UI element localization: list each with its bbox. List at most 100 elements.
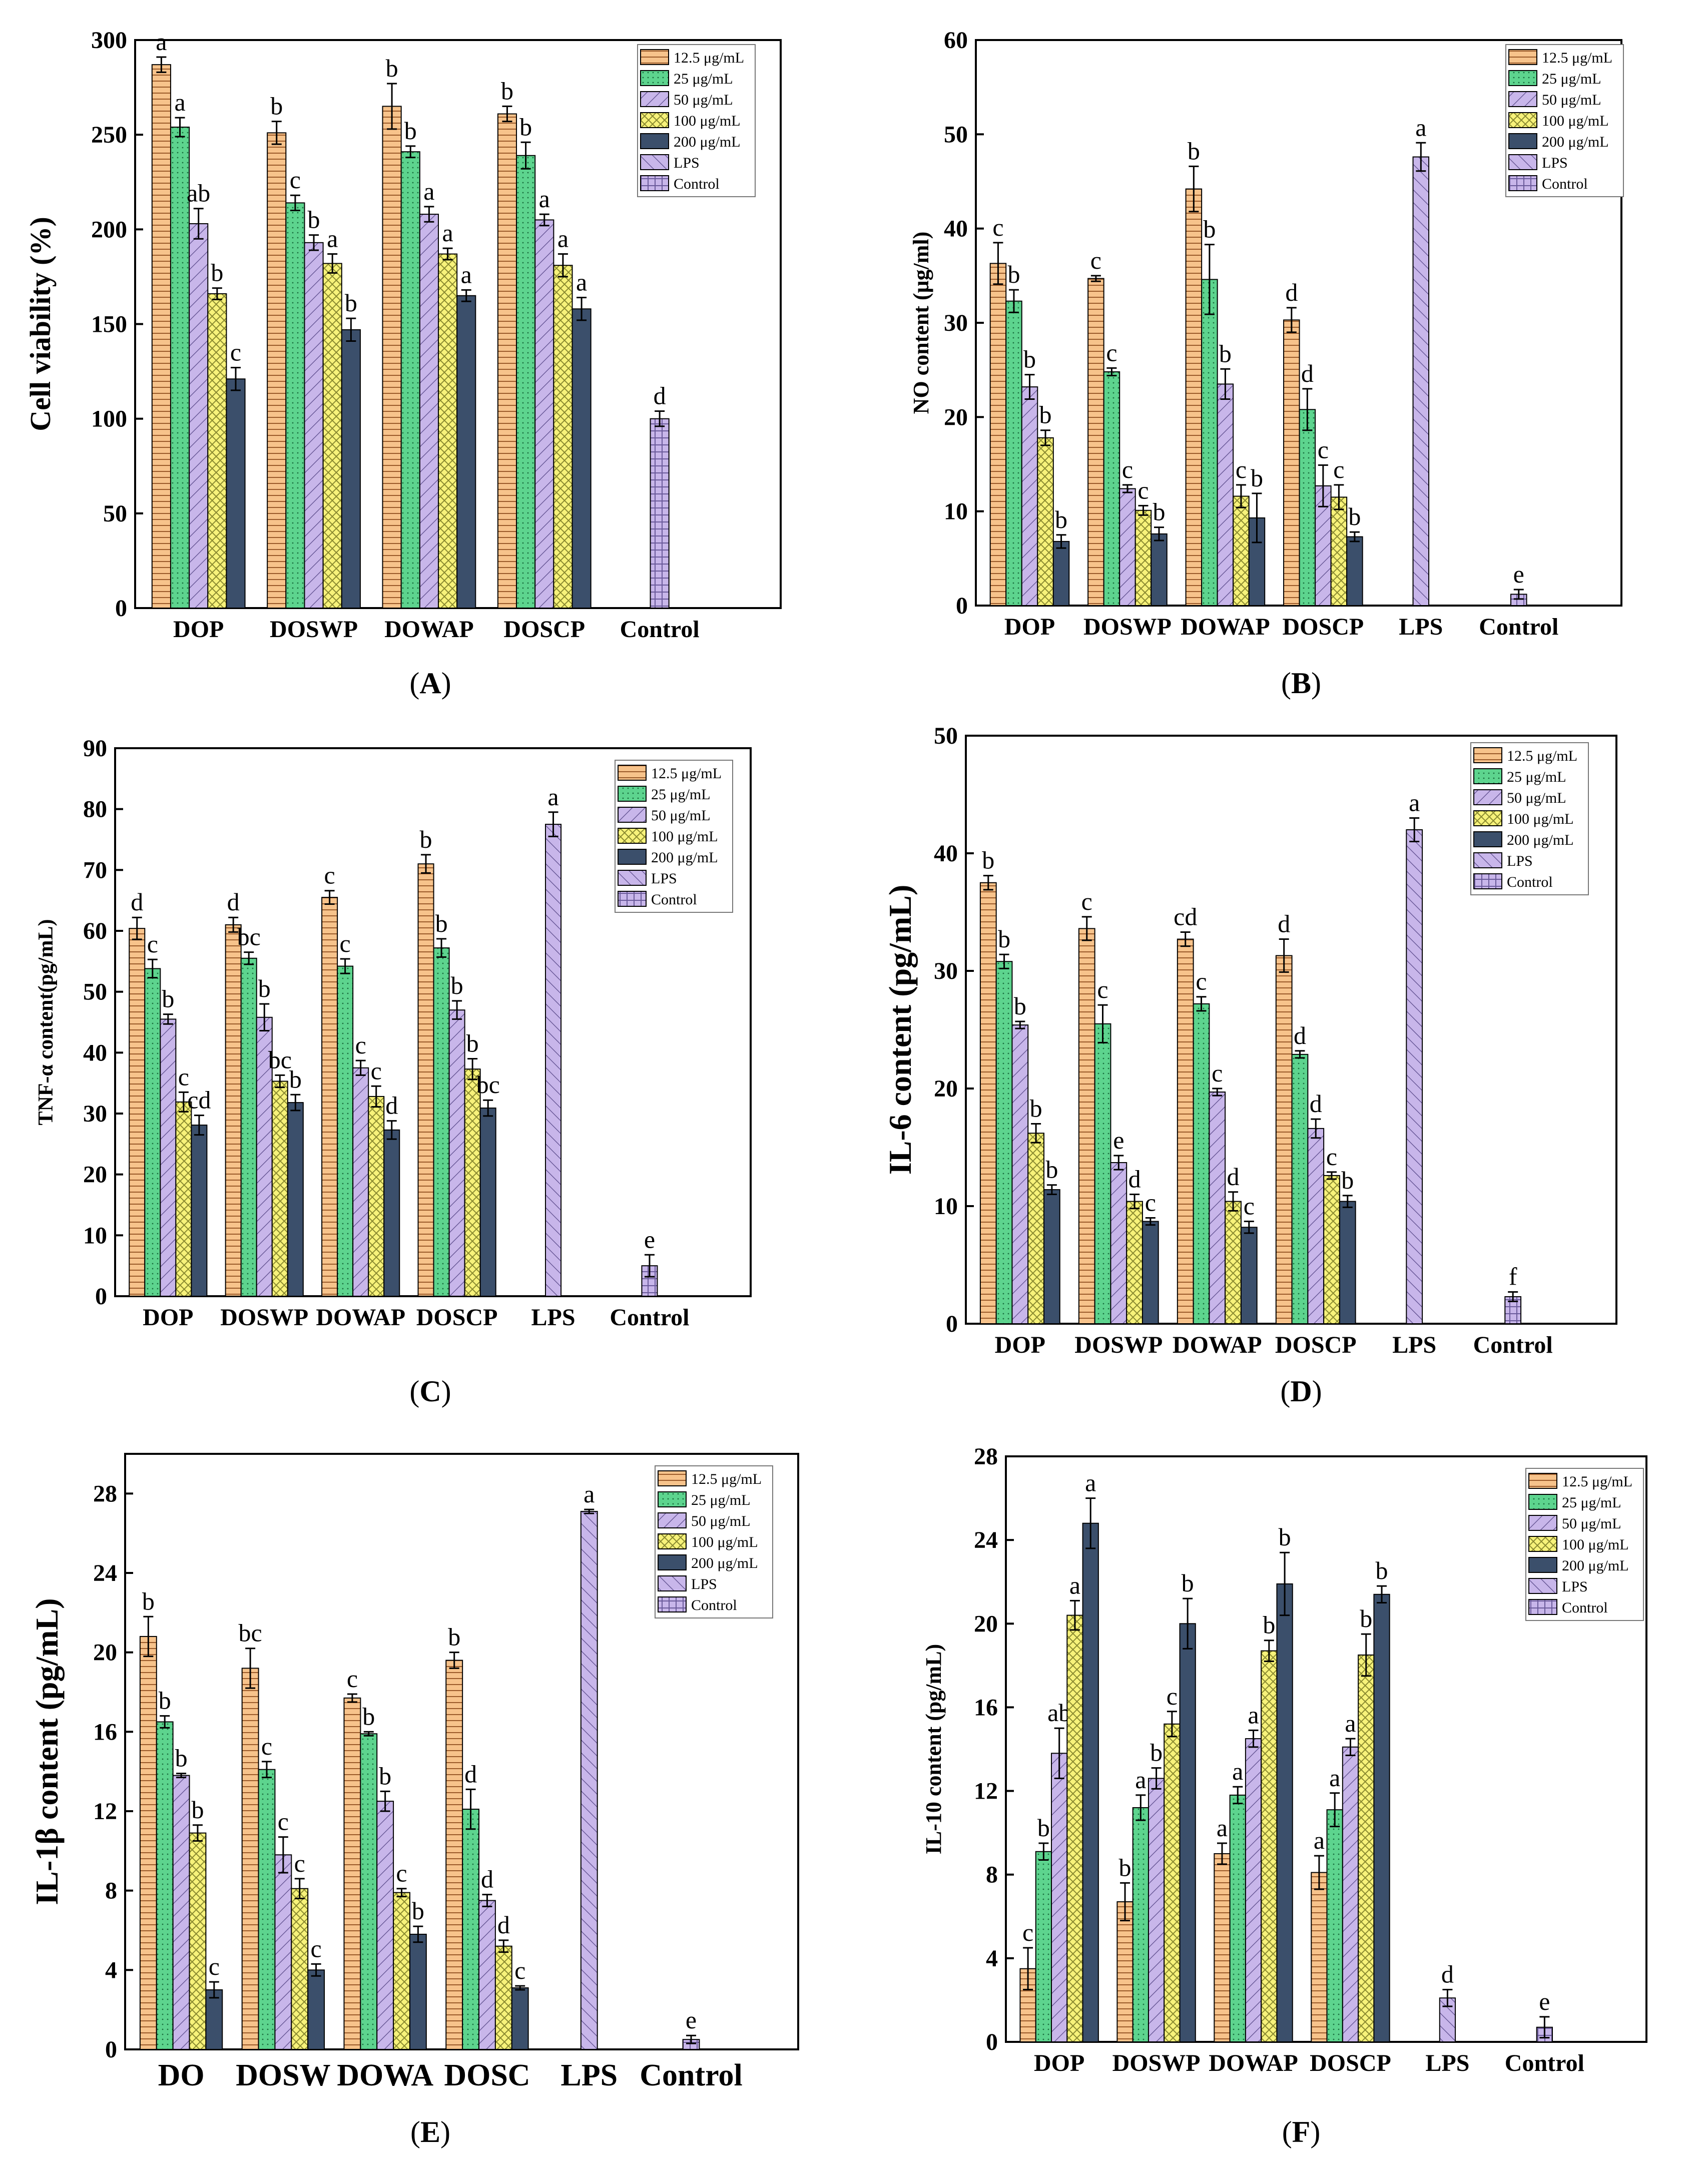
x-category-label: Control (1505, 2050, 1584, 2076)
x-category-label: DOWAP (1181, 614, 1270, 640)
bar (572, 308, 592, 609)
y-tick-label: 60 (944, 27, 968, 54)
y-tick-label: 60 (83, 918, 107, 944)
bar (360, 1733, 378, 2050)
y-tick-label: 200 (91, 216, 127, 243)
significance-letter: a (1085, 1469, 1096, 1497)
significance-letter: b (1219, 339, 1232, 367)
bar (1439, 1997, 1456, 2042)
bar (1134, 509, 1152, 606)
significance-letter: c (230, 338, 241, 366)
legend-swatch (1528, 1557, 1557, 1573)
legend-swatch (618, 849, 647, 865)
bar (1406, 829, 1423, 1324)
y-tick-label: 30 (83, 1101, 107, 1127)
x-category-label: Control (1473, 1332, 1553, 1358)
legend-label: 50 μg/mL (1542, 92, 1601, 108)
legend-swatch (1508, 133, 1537, 149)
bar (1330, 496, 1348, 607)
significance-letter: c (278, 1808, 289, 1836)
x-category-label: DOWAP (384, 616, 474, 643)
y-tick-label: 0 (105, 2036, 117, 2063)
significance-letter: d (1441, 1960, 1454, 1988)
bar (1201, 279, 1218, 606)
bar (304, 242, 324, 609)
legend-swatch (618, 786, 647, 802)
significance-letter: c (1090, 246, 1101, 274)
bar (1311, 1872, 1328, 2042)
legend-label: 12.5 μg/mL (1562, 1473, 1632, 1490)
bar (995, 961, 1013, 1324)
significance-letter: a (1345, 1709, 1356, 1737)
y-tick-label: 50 (944, 121, 968, 148)
bar (478, 1900, 496, 2050)
significance-letter: d (227, 888, 240, 916)
y-tick-label: 10 (944, 498, 968, 525)
legend-label: 200 μg/mL (1507, 832, 1574, 848)
bar (1011, 1024, 1029, 1325)
significance-letter: cd (187, 1086, 211, 1114)
y-tick-label: 0 (956, 593, 968, 619)
y-tick-label: 12 (93, 1798, 117, 1825)
significance-letter: b (1341, 1166, 1354, 1194)
significance-letter: c (311, 1934, 322, 1962)
legend-label: 200 μg/mL (1542, 134, 1609, 150)
x-category-label: DOWAP (1173, 1332, 1262, 1358)
significance-letter: c (209, 1952, 220, 1980)
significance-letter: c (1333, 455, 1344, 483)
y-axis-title: NO content (μg/ml) (909, 232, 933, 414)
legend: 12.5 μg/mL 25 μg/mL 50 μg/mL 100 μg/mL 200 μ… (1525, 1468, 1644, 1621)
x-category-label: LPS (531, 1304, 576, 1331)
significance-letter: c (1097, 975, 1108, 1003)
significance-letter: d (1310, 1090, 1322, 1118)
bar (419, 214, 439, 609)
significance-letter: c (340, 929, 351, 957)
significance-letter: cd (1174, 902, 1197, 930)
significance-letter: c (1318, 435, 1329, 463)
legend-label: LPS (1562, 1578, 1588, 1595)
legend-swatch (640, 133, 669, 149)
bar (1245, 1738, 1262, 2043)
significance-letter: ab (187, 179, 210, 207)
bar (1110, 1162, 1127, 1325)
bar (1116, 1901, 1133, 2042)
panel-label: (B) (1281, 667, 1321, 700)
legend-label: 200 μg/mL (651, 849, 718, 866)
bar (267, 132, 287, 609)
significance-letter: b (162, 985, 174, 1013)
bar (160, 1018, 177, 1297)
bar (989, 263, 1007, 606)
significance-letter: d (1128, 1165, 1141, 1193)
x-category-label: DOP (143, 1304, 193, 1331)
bar (352, 1067, 369, 1297)
bar (580, 1511, 598, 2050)
legend-swatch (658, 1596, 687, 1612)
y-tick-label: 100 (91, 406, 127, 432)
bar (205, 1989, 223, 2050)
bar (1142, 1221, 1159, 1325)
significance-letter: c (261, 1732, 272, 1760)
significance-letter: a (1248, 1701, 1259, 1729)
x-category-label: DOSC (444, 2058, 530, 2092)
legend-swatch (1528, 1599, 1557, 1615)
bar (1021, 386, 1038, 606)
bar (1148, 1778, 1165, 2042)
bar (1027, 1133, 1044, 1325)
significance-letter: e (686, 2006, 697, 2034)
x-category-label: LPS (1392, 1332, 1436, 1358)
significance-letter: a (1415, 113, 1426, 141)
significance-letter: b (142, 1587, 155, 1615)
x-category-label: Control (1479, 614, 1558, 640)
significance-letter: a (557, 225, 568, 253)
significance-letter: b (386, 54, 398, 82)
significance-letter: a (547, 783, 558, 811)
significance-letter: c (1212, 1059, 1223, 1087)
significance-letter: b (1182, 1569, 1194, 1597)
bar (1275, 955, 1293, 1324)
legend-swatch (658, 1554, 687, 1570)
x-category-label: DOP (995, 1332, 1045, 1358)
significance-letter: a (584, 1480, 595, 1508)
bar (464, 1068, 481, 1297)
significance-letter: c (1244, 1192, 1255, 1220)
legend: 12.5 μg/mL 25 μg/mL 50 μg/mL 100 μg/mL 200 μ… (655, 1465, 773, 1618)
